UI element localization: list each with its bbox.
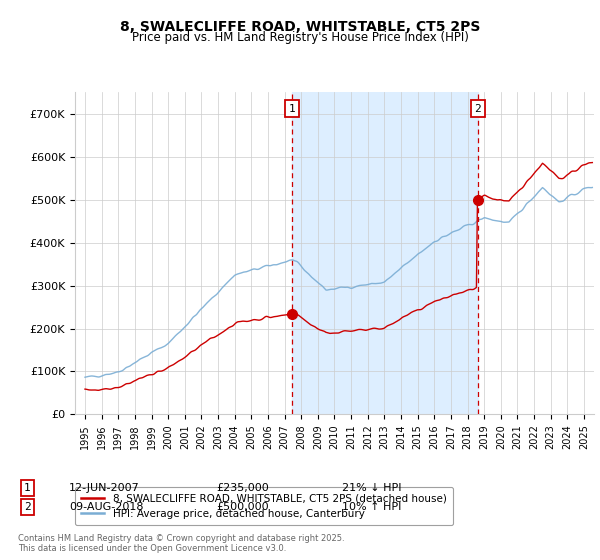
Text: £500,000: £500,000 <box>216 502 269 512</box>
Text: 21% ↓ HPI: 21% ↓ HPI <box>342 483 401 493</box>
Text: Contains HM Land Registry data © Crown copyright and database right 2025.
This d: Contains HM Land Registry data © Crown c… <box>18 534 344 553</box>
Text: 8, SWALECLIFFE ROAD, WHITSTABLE, CT5 2PS: 8, SWALECLIFFE ROAD, WHITSTABLE, CT5 2PS <box>120 20 480 34</box>
Text: Price paid vs. HM Land Registry's House Price Index (HPI): Price paid vs. HM Land Registry's House … <box>131 31 469 44</box>
Text: £235,000: £235,000 <box>216 483 269 493</box>
Bar <box>292 92 478 414</box>
Text: 10% ↑ HPI: 10% ↑ HPI <box>342 502 401 512</box>
Text: 09-AUG-2018: 09-AUG-2018 <box>69 502 143 512</box>
Legend: 8, SWALECLIFFE ROAD, WHITSTABLE, CT5 2PS (detached house), HPI: Average price, d: 8, SWALECLIFFE ROAD, WHITSTABLE, CT5 2PS… <box>75 487 452 525</box>
Text: 1: 1 <box>289 104 295 114</box>
Text: 2: 2 <box>475 104 481 114</box>
Text: 2: 2 <box>24 502 31 512</box>
Text: 12-JUN-2007: 12-JUN-2007 <box>69 483 140 493</box>
Text: 1: 1 <box>24 483 31 493</box>
